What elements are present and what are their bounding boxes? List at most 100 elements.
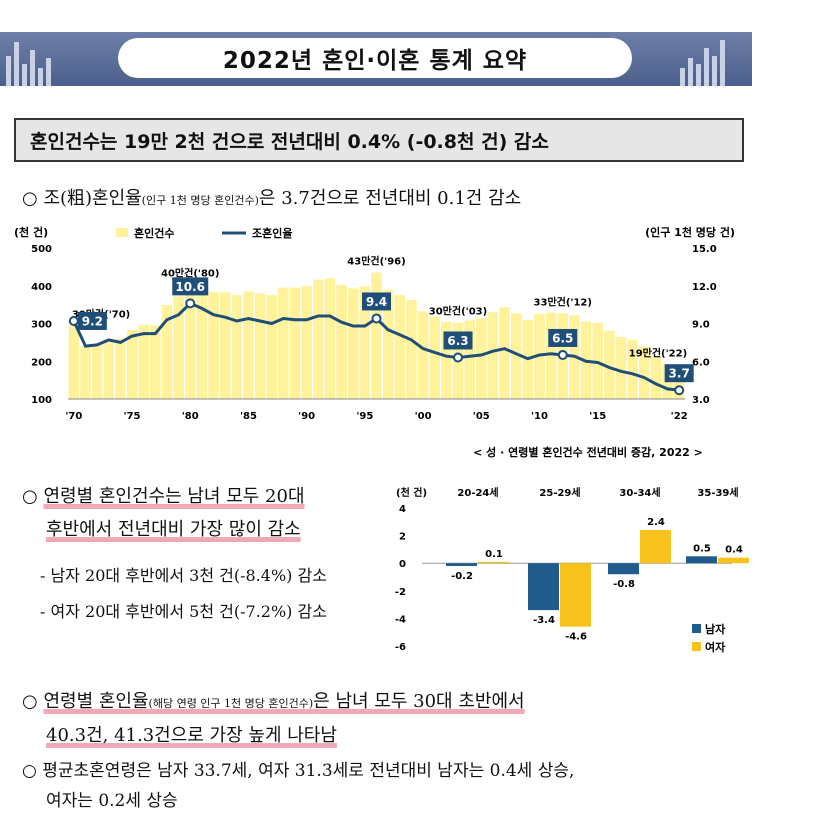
sub-male: - 남자 20대 후반에서 3천 건(-8.4%) 감소 <box>40 566 327 585</box>
marriage-bar <box>639 346 650 399</box>
bullet-age-marriages: ○ 연령별 혼인건수는 남녀 모두 20대 후반에서 전년대비 가장 많이 감소 <box>22 480 305 546</box>
first-marriage-line1: 평균초혼연령은 남자 33.7세, 여자 31.3세로 전년대비 남자는 0.4… <box>42 761 575 781</box>
rate-label-box <box>443 331 473 350</box>
marriage-bar <box>336 284 347 399</box>
headline-box: 혼인건수는 19만 2천 건으로 전년대비 0.4% (-0.8천 건) 감소 <box>14 118 744 162</box>
change-bar <box>718 557 749 564</box>
bar-annotation: 33만건('12) <box>534 295 592 308</box>
unit-label: (천 건) <box>396 486 427 499</box>
marriage-bar <box>487 312 499 399</box>
marriage-bar <box>347 288 359 399</box>
right-tick-label: 9.0 <box>692 320 710 331</box>
rate-label: 6.5 <box>552 331 573 345</box>
x-tick-label: '10 <box>531 411 548 422</box>
x-tick-label: '95 <box>356 411 373 422</box>
rate-label-box <box>664 364 694 383</box>
change-bar <box>478 561 509 564</box>
value-label: 2.4 <box>647 517 665 528</box>
marriage-bar <box>545 312 557 399</box>
marriage-bar <box>604 330 615 399</box>
change-bar <box>608 563 639 575</box>
x-tick-label: '70 <box>65 411 82 422</box>
value-label: -0.2 <box>451 571 473 582</box>
left-tick-label: 400 <box>31 282 52 293</box>
marriage-bar <box>196 286 208 399</box>
rate-marker <box>557 349 568 360</box>
bullet-marker: ○ <box>22 691 38 712</box>
age-marriage-line1: 연령별 혼인건수는 남녀 모두 20대 <box>43 486 305 507</box>
y-tick-label: -4 <box>395 614 406 625</box>
left-tick-label: 300 <box>31 320 52 331</box>
change-bar <box>640 530 671 564</box>
chart-title: < 성 · 연령별 혼인건수 전년대비 증감, 2022 > <box>473 445 703 459</box>
marriage-bar <box>627 339 638 399</box>
age-rate-term: 연령별 혼인율 <box>43 691 149 712</box>
age-sex-change-chart: < 성 · 연령별 혼인건수 전년대비 증감, 2022 > (천 건) 20-24… <box>395 445 749 654</box>
marriage-bar <box>476 318 487 399</box>
bar-annotation: 40만건('80) <box>161 267 219 280</box>
rate-label-box <box>77 311 107 330</box>
marriage-bar <box>208 292 219 399</box>
marriage-bar <box>185 284 196 399</box>
x-tick-label: '00 <box>415 411 432 422</box>
legend-label: 남자 <box>705 622 726 636</box>
rate-marker <box>674 385 685 396</box>
marriage-bar <box>406 300 417 399</box>
value-label: 0.1 <box>485 549 503 560</box>
bullet-first-marriage-age: ○ 평균초혼연령은 남자 33.7세, 여자 31.3세로 전년대비 남자는 0… <box>22 756 574 816</box>
change-bar <box>686 556 717 564</box>
marriage-bar <box>266 295 277 399</box>
right-tick-label: 12.0 <box>692 282 717 293</box>
rate-marker <box>68 315 79 326</box>
legend-bar-swatch <box>116 228 128 237</box>
age-rate-text: 은 남녀 모두 30대 초반에서 <box>313 691 525 712</box>
marriage-bar <box>254 293 266 399</box>
marriage-bar <box>313 279 324 399</box>
value-label: 0.4 <box>725 545 743 556</box>
x-tick-label: '15 <box>589 411 606 422</box>
rate-label: 9.4 <box>366 295 387 309</box>
value-label: -0.8 <box>613 579 635 590</box>
marriage-bar <box>219 292 231 399</box>
marriage-bar <box>173 296 184 399</box>
marriage-bar <box>80 346 91 399</box>
title-banner: 2022년 혼인·이혼 통계 요약 <box>0 32 752 86</box>
marriage-bar <box>499 307 510 399</box>
bar-chart-decoration-left <box>6 32 51 86</box>
bullet-marker: ○ <box>22 761 37 781</box>
marriage-bar <box>382 289 394 399</box>
sub-female: - 여자 20대 후반에서 5천 건(-7.2%) 감소 <box>40 602 327 621</box>
category-label: 35-39세 <box>697 486 738 499</box>
left-tick-label: 200 <box>31 357 52 368</box>
marriage-bar <box>103 338 114 399</box>
crude-rate-term: 조(粗)혼인율 <box>43 188 142 209</box>
marriage-bar <box>371 272 382 399</box>
age-marriage-line2: 후반에서 전년대비 가장 많이 감소 <box>46 519 301 540</box>
category-label: 20-24세 <box>457 486 498 499</box>
legend-swatch <box>692 642 701 651</box>
change-bar <box>560 563 591 627</box>
y-tick-label: 0 <box>399 559 406 570</box>
left-tick-label: 100 <box>31 395 52 406</box>
right-tick-label: 6.0 <box>692 357 710 368</box>
left-tick-label: 500 <box>31 244 52 255</box>
marriage-bar <box>161 305 173 399</box>
age-rate-definition: (해당 연령 인구 1천 명당 혼인건수) <box>148 697 314 710</box>
bar-chart-decoration-right <box>680 32 725 86</box>
rate-label-box <box>172 277 209 296</box>
marriage-bar <box>394 295 406 399</box>
marriage-bar <box>150 325 161 399</box>
marriage-bar <box>91 344 103 399</box>
change-bar <box>528 563 559 611</box>
marriage-trend-chart: (천 건) (인구 1천 명당 건) 혼인건수 조혼인율 100 200 300 400 500… <box>14 225 735 422</box>
marriage-bar <box>429 316 440 399</box>
x-tick-label: '90 <box>298 411 315 422</box>
x-tick-label: '85 <box>240 411 257 422</box>
y-tick-label: 2 <box>399 532 406 543</box>
marriage-bar <box>510 313 522 399</box>
marriage-bar <box>115 338 126 399</box>
value-label: -3.4 <box>533 615 555 626</box>
rate-marker <box>371 313 382 324</box>
bar-annotation: 30만건('03) <box>429 305 487 318</box>
y-tick-label: -2 <box>395 587 406 598</box>
